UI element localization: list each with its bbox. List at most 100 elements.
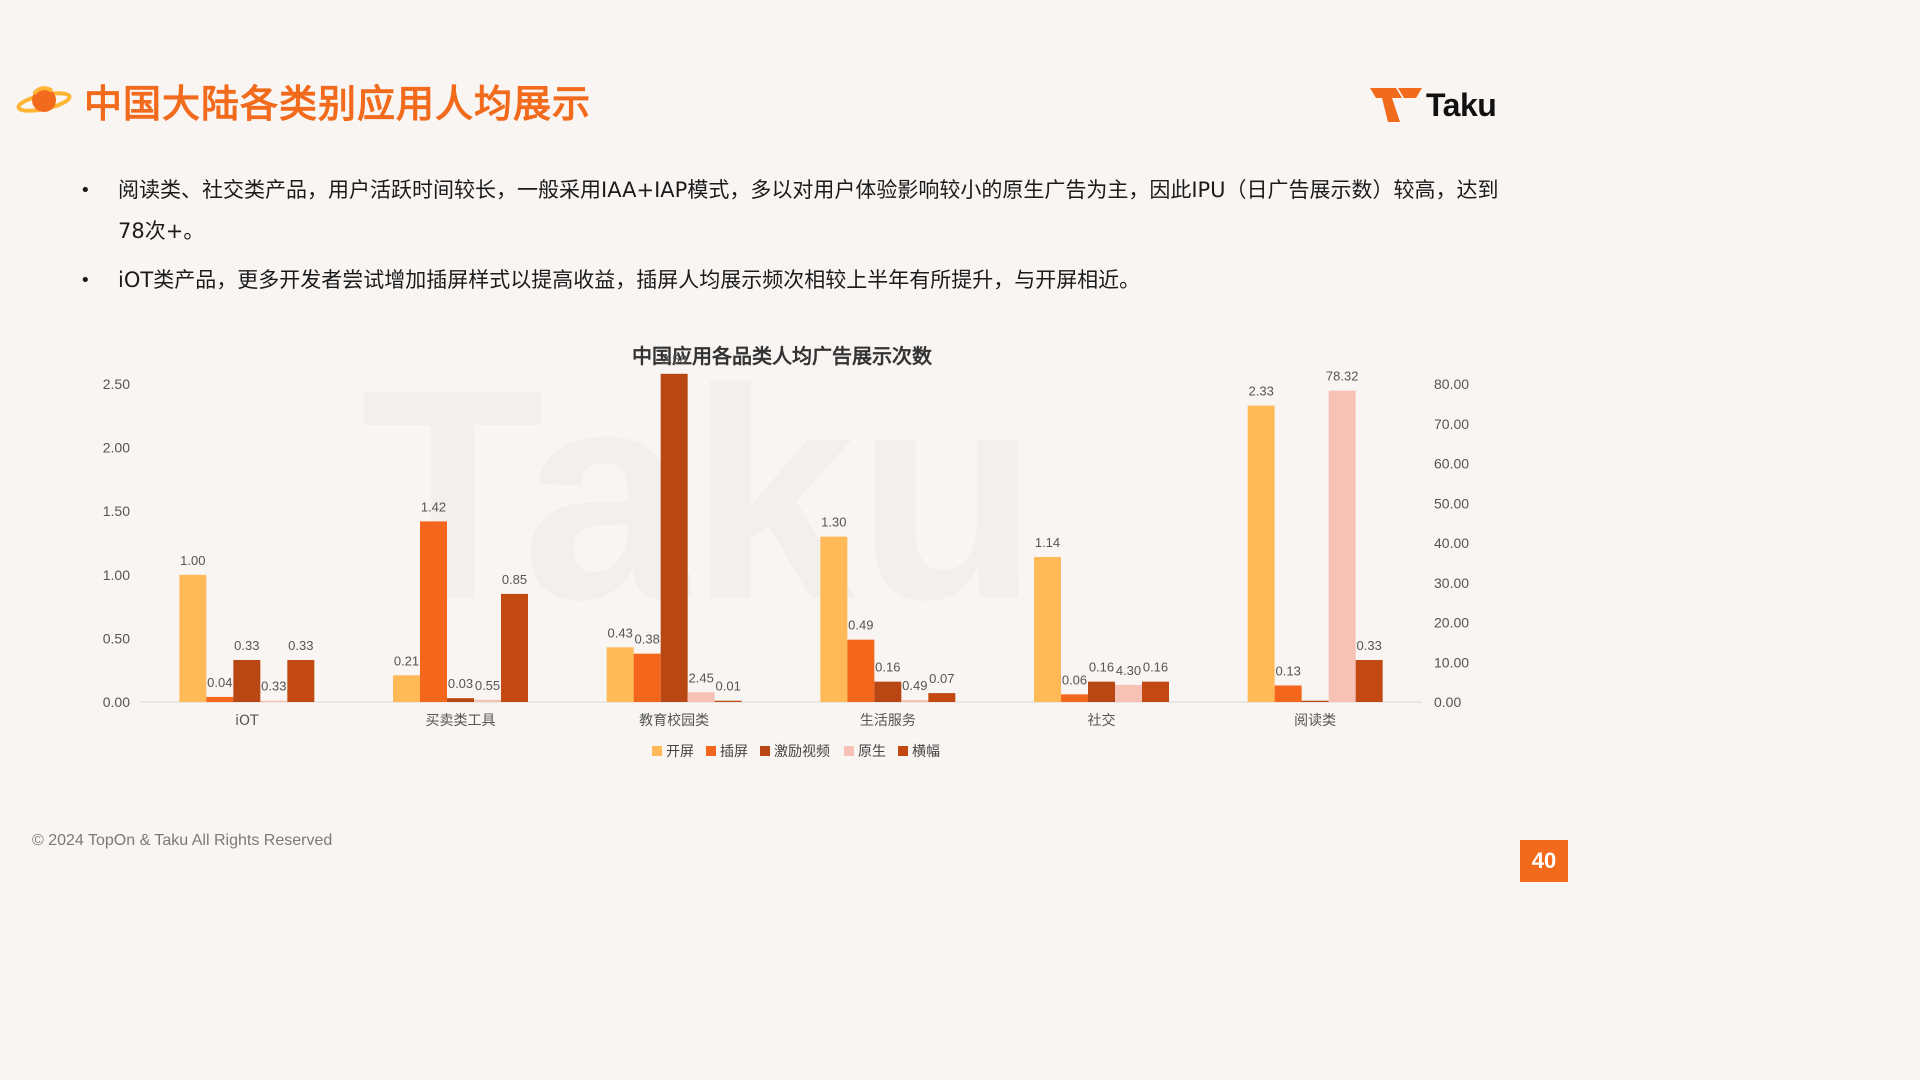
y-left-tick-label: 1.50 — [103, 503, 130, 519]
bar-横幅 — [1142, 681, 1169, 702]
data-label: 0.43 — [608, 625, 633, 640]
data-label: 0.33 — [261, 679, 286, 694]
bullet-item: • iOT类产品，更多开发者尝试增加插屏样式以提高收益，插屏人均展示频次相较上半年… — [80, 260, 1500, 301]
legend-swatch — [760, 746, 770, 756]
legend-swatch — [898, 746, 908, 756]
legend-label: 原生 — [858, 744, 886, 760]
data-label: 78.32 — [1326, 369, 1359, 384]
y-right-tick-label: 70.00 — [1434, 416, 1469, 432]
y-left-tick-label: 1.00 — [103, 567, 130, 583]
data-label: 1.00 — [180, 553, 205, 568]
bar-激励视频 — [874, 681, 902, 702]
data-label: 0.07 — [929, 671, 954, 686]
y-right-tick-label: 50.00 — [1434, 495, 1469, 511]
bar-横幅 — [1355, 660, 1383, 702]
y-right-tick-label: 40.00 — [1434, 535, 1469, 551]
bullet-dot: • — [80, 180, 91, 201]
data-label: 0.16 — [1089, 660, 1114, 675]
taku-logo-icon — [1370, 88, 1422, 122]
y-right-tick-label: 10.00 — [1434, 654, 1469, 670]
bar-插屏 — [1061, 694, 1088, 702]
data-label: 2.58 — [662, 352, 687, 367]
legend-label: 激励视频 — [774, 743, 830, 760]
data-label: 0.13 — [1276, 663, 1301, 678]
data-label: 0.49 — [848, 618, 873, 633]
data-label: 0.21 — [394, 653, 419, 668]
bar-原生 — [901, 700, 929, 702]
bar-原生 — [1328, 390, 1356, 702]
page-number: 40 — [1520, 840, 1568, 882]
legend-swatch — [706, 746, 716, 756]
bar-开屏 — [606, 647, 634, 702]
page-title: 中国大陆各类别应用人均展示 — [84, 81, 592, 126]
legend-label: 横幅 — [912, 744, 940, 760]
bullet-dot: • — [80, 270, 91, 291]
copyright-text: © 2024 TopOn & Taku All Rights Reserved — [32, 832, 333, 849]
legend-label: 插屏 — [720, 744, 748, 760]
brand-name: Taku — [1426, 86, 1497, 123]
data-label: 0.01 — [716, 679, 741, 694]
data-label: 0.33 — [1357, 638, 1382, 653]
data-label: 0.55 — [475, 678, 500, 693]
data-label: 0.16 — [875, 660, 900, 675]
bullet-item: • 阅读类、社交类产品，用户活跃时间较长，一般采用IAA+IAP模式，多以对用户体… — [80, 170, 1500, 252]
x-tick-label: 社交 — [1088, 712, 1116, 729]
bar-插屏 — [206, 696, 234, 702]
y-right-tick-label: 80.00 — [1434, 376, 1469, 392]
y-left-tick-label: 2.50 — [103, 376, 130, 392]
data-label: 0.33 — [288, 638, 313, 653]
data-label: 0.33 — [234, 638, 259, 653]
bar-插屏 — [633, 653, 661, 702]
bullet-text: iOT类产品，更多开发者尝试增加插屏样式以提高收益，插屏人均展示频次相较上半年有… — [118, 268, 1141, 292]
bar-横幅 — [714, 700, 742, 702]
bar-开屏 — [179, 574, 207, 702]
x-tick-label: iOT — [235, 713, 259, 729]
watermark-text: Taku — [361, 330, 1039, 662]
y-left-tick-label: 2.00 — [103, 440, 130, 456]
bar-原生 — [687, 692, 715, 702]
data-label: 0.16 — [1143, 660, 1168, 675]
summary-bullets: • 阅读类、社交类产品，用户活跃时间较长，一般采用IAA+IAP模式，多以对用户体… — [80, 170, 1500, 309]
brand-logo: Taku — [1370, 84, 1497, 126]
bar-激励视频 — [1301, 700, 1329, 702]
bar-插屏 — [420, 521, 447, 702]
bar-原生 — [260, 700, 288, 702]
planet-icon — [16, 86, 72, 113]
x-tick-label: 教育校园类 — [639, 712, 709, 729]
bar-激励视频 — [1088, 681, 1115, 702]
data-label: 0.49 — [902, 678, 927, 693]
chart-title: 中国应用各品类人均广告展示次数 — [632, 344, 933, 368]
bar-激励视频 — [447, 698, 474, 702]
bar-开屏 — [1247, 405, 1275, 702]
bar-激励视频 — [660, 373, 688, 702]
x-tick-label: 生活服务 — [860, 713, 916, 729]
chart-area: Taku 中国应用各品类人均广告展示次数 0.00 0.50 1.00 1.50 2.00 2… — [0, 330, 1568, 790]
bar-横幅 — [501, 593, 528, 702]
bar-插屏 — [1274, 685, 1302, 702]
bar-开屏 — [1034, 556, 1061, 702]
data-label: 0.03 — [448, 676, 473, 691]
page-header: 中国大陆各类别应用人均展示 — [16, 70, 591, 130]
data-label: 1.42 — [421, 499, 446, 514]
data-label: 2.45 — [689, 670, 714, 685]
bar-横幅 — [928, 693, 956, 702]
bar-原生 — [474, 699, 501, 702]
y-left-tick-label: 0.00 — [103, 694, 130, 710]
data-label: 4.30 — [1116, 663, 1141, 678]
bar-开屏 — [393, 675, 420, 702]
bar-横幅 — [287, 660, 315, 702]
data-label: 1.14 — [1035, 535, 1060, 550]
legend-label: 开屏 — [666, 744, 694, 760]
x-tick-label: 阅读类 — [1294, 712, 1336, 729]
y-right-tick-label: 20.00 — [1434, 615, 1469, 631]
legend-swatch — [844, 746, 854, 756]
bar-插屏 — [847, 639, 875, 702]
data-label: 0.38 — [635, 632, 660, 647]
data-label: 1.30 — [821, 515, 846, 530]
bar-原生 — [1115, 684, 1142, 702]
data-label: 0.04 — [207, 675, 232, 690]
x-tick-label: 买卖类工具 — [426, 713, 496, 729]
y-right-tick-label: 60.00 — [1434, 456, 1469, 472]
legend-swatch — [652, 746, 662, 756]
